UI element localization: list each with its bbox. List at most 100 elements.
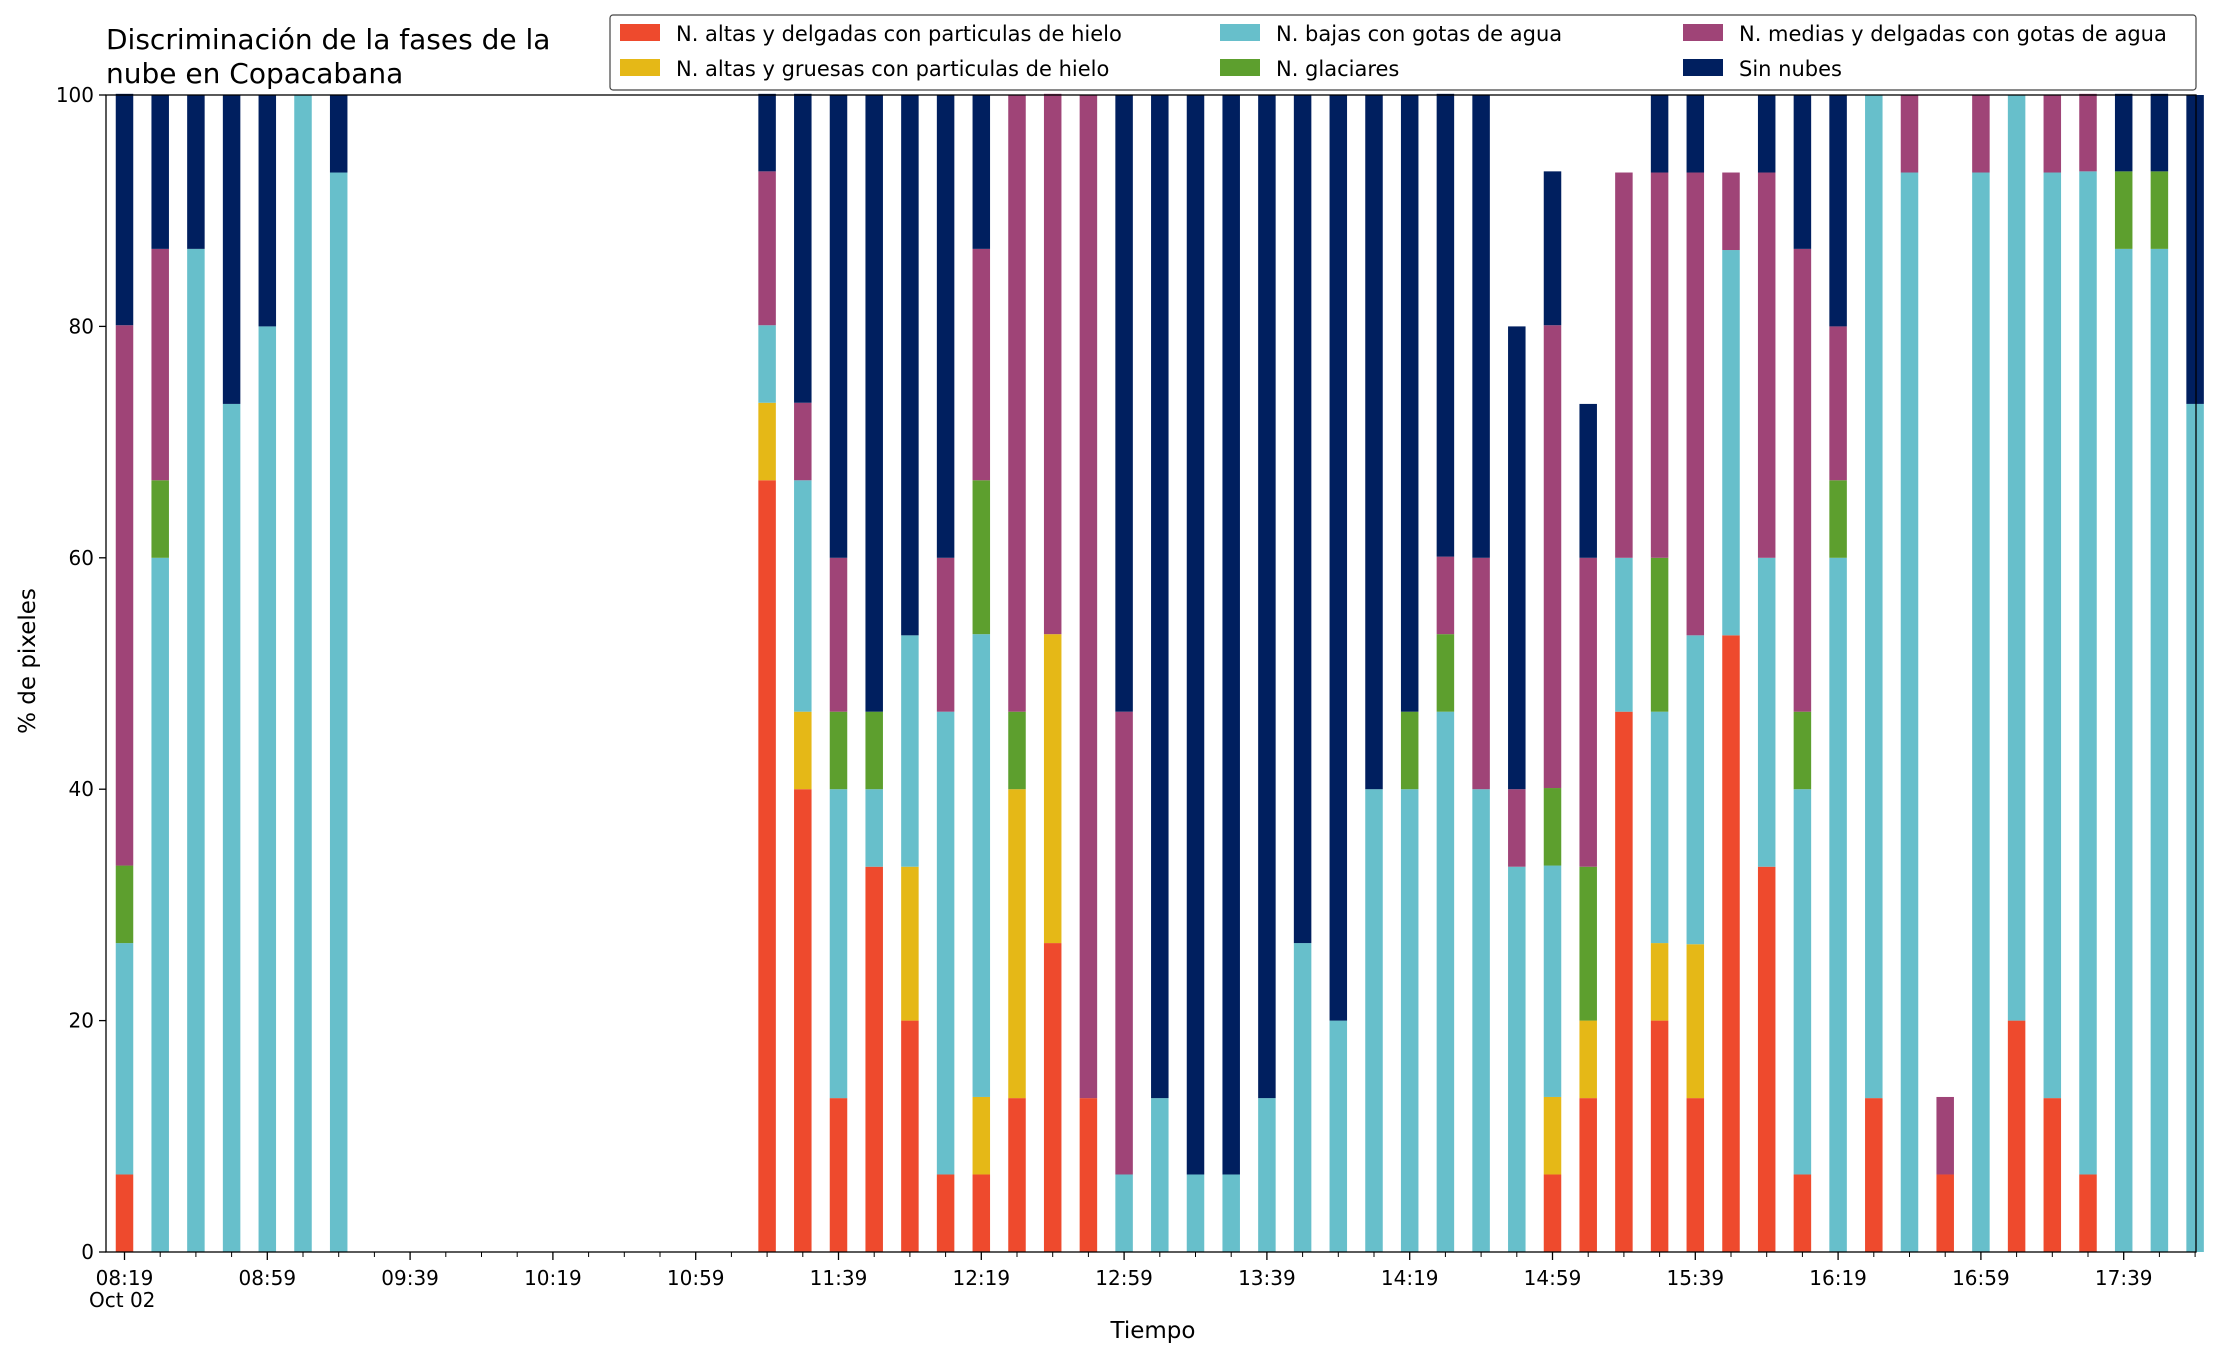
- bar-segment-0-4: [115, 325, 134, 866]
- bar-segment-49-0: [1865, 1098, 1883, 1252]
- bar-segment-28-4: [1115, 711, 1133, 1175]
- legend-swatch-0: [620, 24, 660, 41]
- bar-segment-35-2: [1365, 789, 1383, 1252]
- bar-segment-40-3: [1543, 788, 1562, 866]
- bar-segment-46-0: [1757, 866, 1776, 1252]
- bar-segment-23-0: [936, 1174, 955, 1252]
- bar-segment-27-0: [1079, 1098, 1098, 1252]
- bar-segment-1-2: [151, 557, 169, 1252]
- bar-segment-24-5: [972, 95, 991, 249]
- bar-segment-18-4: [758, 171, 776, 326]
- x-tick-label: 17:39: [2095, 1266, 2153, 1290]
- bar-segment-26-4: [1043, 93, 1062, 635]
- x-tick-label: 16:19: [1809, 1266, 1867, 1290]
- bar-segment-1-3: [151, 480, 169, 558]
- bar-segment-40-5: [1543, 171, 1562, 326]
- bar-segment-28-2: [1115, 1174, 1133, 1252]
- legend-swatch-4: [1683, 24, 1723, 41]
- bar-segment-29-2: [1151, 1098, 1169, 1252]
- bar-segment-32-5: [1258, 95, 1276, 1099]
- bar-segment-21-0: [865, 866, 883, 1252]
- bar-segment-0-2: [115, 943, 134, 1175]
- bar-segment-44-0: [1686, 1098, 1705, 1252]
- bar-segment-51-4: [1936, 1096, 1954, 1175]
- bar-stacks: [115, 93, 2204, 1252]
- legend-label-0: N. altas y delgadas con particulas de hi…: [676, 22, 1122, 46]
- bar-segment-18-5: [758, 93, 776, 172]
- bar-segment-39-5: [1508, 326, 1526, 790]
- bar-segment-46-4: [1757, 172, 1776, 558]
- bar-segment-24-1: [972, 1096, 991, 1175]
- bar-segment-20-3: [829, 711, 848, 790]
- bar-segment-52-2: [1972, 172, 1990, 1252]
- bar-segment-41-1: [1579, 1020, 1597, 1099]
- bar-segment-20-5: [829, 95, 848, 558]
- chart-title-line-2: nube en Copacabana: [106, 57, 403, 90]
- bar-segment-41-5: [1579, 403, 1597, 558]
- bar-segment-30-2: [1186, 1174, 1205, 1252]
- x-tick-label: 15:39: [1666, 1266, 1724, 1290]
- bar-segment-22-0: [901, 1020, 919, 1252]
- bar-segment-54-2: [2043, 172, 2062, 1099]
- bar-segment-44-1: [1686, 944, 1705, 1099]
- legend-label-3: N. glaciares: [1276, 57, 1399, 81]
- bar-segment-57-5: [2150, 93, 2169, 172]
- bar-segment-38-4: [1472, 557, 1490, 790]
- bar-segment-53-2: [2007, 95, 2026, 1021]
- bar-segment-47-5: [1793, 95, 1812, 249]
- bar-segment-57-2: [2150, 248, 2169, 1252]
- bar-segment-21-2: [865, 789, 883, 867]
- bar-segment-0-5: [115, 93, 134, 326]
- bar-segment-33-2: [1293, 943, 1312, 1252]
- bar-segment-54-0: [2043, 1098, 2062, 1252]
- bar-segment-3-2: [222, 403, 241, 1252]
- bar-segment-37-2: [1436, 711, 1455, 1252]
- bar-segment-43-2: [1650, 711, 1669, 944]
- y-tick-label: 20: [69, 1009, 94, 1033]
- bar-segment-35-5: [1365, 95, 1383, 790]
- bar-segment-6-2: [329, 172, 348, 1252]
- bar-segment-52-4: [1972, 95, 1990, 173]
- bar-segment-56-3: [2114, 171, 2133, 249]
- bar-segment-45-0: [1722, 635, 1740, 1252]
- bar-segment-40-4: [1543, 325, 1562, 789]
- y-tick-label: 0: [81, 1240, 94, 1264]
- bar-segment-4-5: [258, 95, 277, 327]
- bar-segment-30-5: [1186, 95, 1205, 1175]
- bar-segment-57-3: [2150, 171, 2169, 249]
- bar-segment-44-5: [1686, 95, 1705, 173]
- bar-segment-21-3: [865, 711, 883, 790]
- bar-segment-37-4: [1436, 556, 1455, 635]
- legend-swatch-1: [620, 59, 660, 76]
- bar-segment-21-5: [865, 95, 883, 712]
- y-tick-label: 60: [69, 546, 94, 570]
- bar-segment-26-0: [1043, 943, 1062, 1252]
- bar-segment-49-2: [1865, 95, 1883, 1099]
- bar-segment-55-4: [2079, 93, 2097, 172]
- legend-label-4: N. medias y delgadas con gotas de agua: [1739, 22, 2167, 46]
- bar-segment-24-4: [972, 248, 991, 481]
- x-axis-ticks: 08:19 08:59 09:39 10:19 10:59 11:39 12:19 12:59…: [96, 1252, 2196, 1290]
- bar-segment-20-0: [829, 1098, 848, 1252]
- bar-segment-25-3: [1008, 711, 1026, 790]
- bar-segment-22-1: [901, 866, 919, 1021]
- x-tick-label: 12:59: [1095, 1266, 1153, 1290]
- bar-segment-58-2: [2186, 403, 2204, 1252]
- bar-segment-23-2: [936, 711, 955, 1175]
- bar-segment-43-0: [1650, 1020, 1669, 1252]
- bar-segment-43-1: [1650, 943, 1669, 1021]
- legend-label-1: N. altas y gruesas con particulas de hie…: [676, 57, 1109, 81]
- bar-segment-45-2: [1722, 250, 1740, 636]
- bar-segment-34-5: [1329, 95, 1348, 1021]
- bar-segment-40-0: [1543, 1174, 1562, 1252]
- bar-segment-53-0: [2007, 1020, 2026, 1252]
- bar-segment-6-5: [329, 95, 348, 173]
- bar-segment-36-2: [1400, 789, 1419, 1252]
- bar-segment-36-3: [1400, 711, 1419, 790]
- bar-segment-36-5: [1400, 95, 1419, 712]
- bar-segment-48-5: [1829, 95, 1847, 327]
- x-tick-label: 09:39: [381, 1266, 439, 1290]
- legend-box: [609, 14, 2197, 91]
- bar-segment-47-4: [1793, 248, 1812, 712]
- bar-segment-23-5: [936, 95, 955, 558]
